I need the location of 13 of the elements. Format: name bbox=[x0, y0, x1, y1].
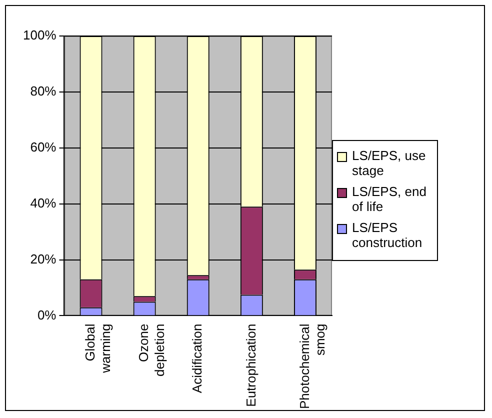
legend-label: LS/EPS, use stage bbox=[352, 148, 427, 178]
y-tick-label: 80% bbox=[30, 84, 57, 99]
y-tick-label: 20% bbox=[30, 251, 57, 266]
y-tick-label: 100% bbox=[23, 28, 57, 43]
y-tick-label: 40% bbox=[30, 195, 57, 210]
y-tick-label: 0% bbox=[37, 307, 57, 322]
legend-label: LS/EPS construction bbox=[352, 220, 424, 250]
x-tick-label: Global warming bbox=[82, 324, 114, 374]
x-tick-label: Photochemical smog bbox=[296, 324, 328, 410]
y-tick-label: 60% bbox=[30, 139, 57, 154]
x-tick-label: Eutrophication bbox=[243, 324, 258, 407]
legend-label: LS/EPS, end of life bbox=[352, 184, 428, 214]
x-tick-label: Acidification bbox=[190, 324, 205, 394]
